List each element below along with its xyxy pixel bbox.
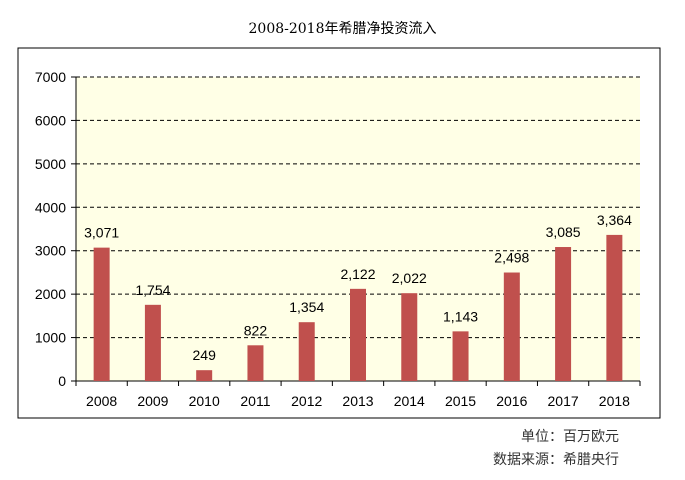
bar-2016	[503, 272, 520, 381]
y-tick-label: 1000	[35, 330, 66, 346]
bar-2012	[298, 322, 315, 381]
x-tick-label-2015: 2015	[445, 393, 476, 409]
bar-2008	[93, 247, 110, 381]
x-tick-label-2009: 2009	[137, 393, 168, 409]
y-tick-label: 7000	[35, 69, 66, 85]
bar-2013	[350, 288, 366, 381]
data-label-2015: 1,143	[443, 308, 478, 324]
x-tick-label-2014: 2014	[394, 393, 425, 409]
data-label-2009: 1,754	[135, 282, 170, 298]
bar-2011	[247, 345, 264, 381]
data-label-2012: 1,354	[289, 299, 324, 315]
data-label-2017: 3,085	[546, 224, 581, 240]
data-label-2013: 2,122	[340, 266, 375, 282]
x-tick-label-2018: 2018	[599, 393, 630, 409]
data-label-2011: 822	[244, 322, 268, 338]
data-label-2018: 3,364	[597, 212, 632, 228]
source-note: 数据来源：希腊央行	[493, 452, 619, 468]
x-tick-label-2011: 2011	[240, 393, 270, 409]
data-label-2008: 3,071	[84, 225, 119, 241]
bar-2014	[401, 293, 418, 381]
x-tick-label-2008: 2008	[86, 393, 117, 409]
y-tick-label: 0	[58, 373, 66, 389]
y-tick-label: 3000	[35, 243, 66, 259]
bar-2017	[555, 247, 572, 381]
y-tick-label: 5000	[35, 156, 66, 172]
x-tick-label-2012: 2012	[291, 393, 322, 409]
x-tick-label-2017: 2017	[548, 393, 579, 409]
bar-2015	[452, 331, 469, 381]
unit-note: 单位：百万欧元	[521, 429, 619, 445]
chart-title: 2008-2018年希腊净投资流入	[248, 21, 437, 37]
x-tick-label-2010: 2010	[189, 393, 220, 409]
data-label-2016: 2,498	[494, 250, 529, 266]
y-tick-label: 4000	[35, 199, 66, 215]
x-tick-label-2013: 2013	[342, 393, 373, 409]
bar-2010	[196, 370, 213, 381]
data-label-2014: 2,022	[392, 270, 427, 286]
bar-2018	[606, 234, 623, 381]
data-label-2010: 249	[193, 347, 217, 363]
y-tick-label: 6000	[35, 112, 66, 128]
bar-2009	[144, 304, 161, 381]
y-tick-label: 2000	[35, 286, 66, 302]
x-tick-label-2016: 2016	[496, 393, 527, 409]
